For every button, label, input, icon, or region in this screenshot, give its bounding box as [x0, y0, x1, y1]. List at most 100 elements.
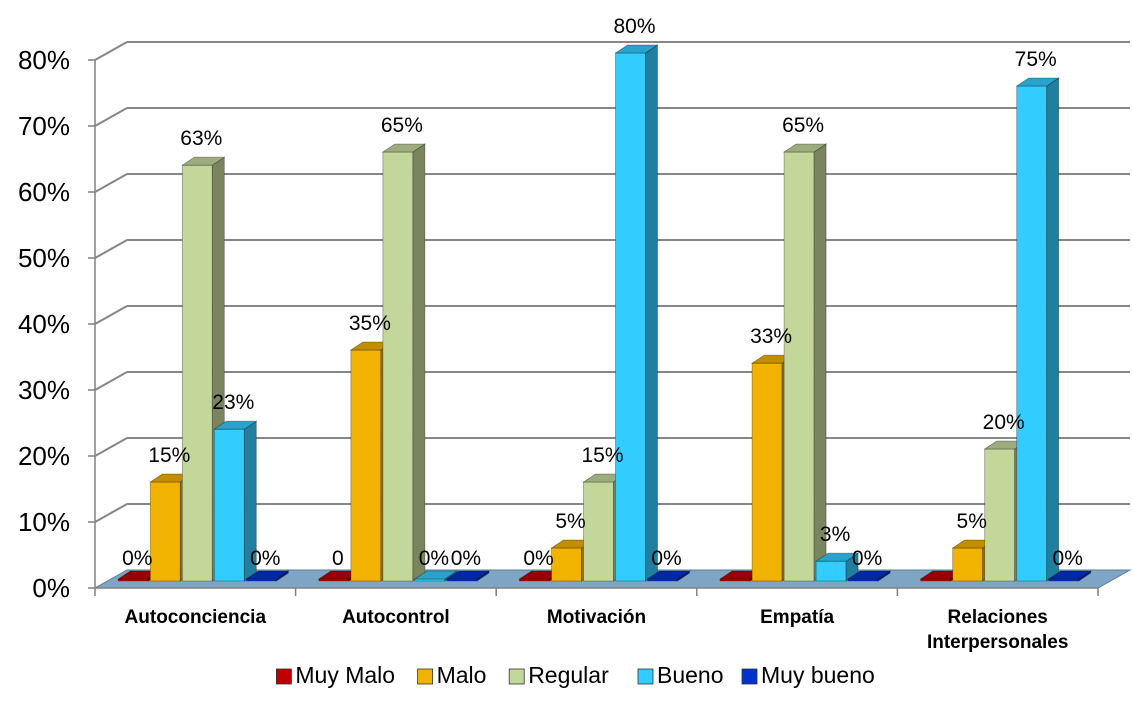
bar-top	[614, 44, 659, 54]
data-label: 80%	[613, 15, 655, 38]
legend-label: Muy bueno	[761, 662, 875, 688]
legend-swatch	[508, 668, 525, 685]
y-tick-label: 0%	[32, 573, 70, 603]
legend-label: Bueno	[657, 662, 724, 688]
legend-item: Malo	[417, 662, 487, 688]
bar-top	[212, 420, 258, 430]
gridline-diag	[94, 437, 128, 457]
data-label: 0%	[419, 547, 449, 570]
data-label: 5%	[957, 510, 987, 533]
data-label: 20%	[983, 411, 1025, 434]
bar-bueno	[1015, 77, 1061, 582]
data-label: 33%	[750, 325, 792, 348]
y-tick-label: 30%	[18, 375, 70, 405]
bar-side	[813, 143, 827, 582]
bar-regular	[782, 143, 828, 582]
data-label: 0%	[122, 547, 152, 570]
bar-front	[615, 52, 646, 582]
gridline-diag	[94, 503, 128, 523]
bar-top	[814, 552, 860, 562]
gridline-diag	[94, 305, 128, 325]
data-label: 63%	[180, 127, 222, 150]
bar-front	[149, 481, 181, 582]
bar-top	[1047, 570, 1093, 580]
data-label: 23%	[212, 391, 254, 414]
bar-side	[412, 143, 426, 582]
data-labels: 0%15%63%23%0% 035%65%0% 0% 0%5%15%80%0%33%6…	[122, 15, 1083, 570]
gridline-diag	[94, 239, 128, 259]
bar-top	[413, 570, 459, 580]
bar-front	[350, 349, 382, 582]
y-tick-label: 80%	[18, 45, 70, 75]
bar-bueno	[814, 552, 860, 582]
data-label: 0%	[451, 547, 481, 570]
bar-top	[782, 143, 828, 153]
y-tick-label: 20%	[18, 441, 70, 471]
y-tick-label: 50%	[18, 243, 70, 273]
bar-front	[1016, 85, 1048, 582]
data-label: 0%	[1053, 547, 1083, 570]
bar-top	[244, 570, 290, 580]
bar-front	[583, 481, 614, 582]
x-category-label: Interpersonales	[927, 632, 1069, 653]
bar-top	[381, 143, 427, 153]
data-label: 5%	[555, 510, 585, 533]
bar-muy-bueno	[646, 570, 691, 582]
x-category-labels: Autoconciencia Autocontrol Motivación Empat…	[125, 607, 1069, 653]
bar-front	[815, 560, 847, 582]
bar-bueno	[614, 44, 659, 582]
bar-muy-bueno	[1047, 570, 1093, 582]
legend-item: Regular	[508, 662, 609, 688]
bar-muy-bueno	[846, 570, 892, 582]
legend: Muy Malo Malo Regular Bueno Muy bueno	[275, 662, 875, 688]
bars	[116, 44, 1093, 582]
legend-item: Muy Malo	[275, 662, 395, 688]
y-tick-label: 10%	[18, 507, 70, 537]
bar-top	[646, 570, 691, 580]
x-category-label: Relaciones	[948, 607, 1048, 628]
bar-front	[783, 151, 815, 582]
bar-front	[382, 151, 414, 582]
y-tick-label: 40%	[18, 309, 70, 339]
x-category-label: Autoconciencia	[125, 607, 267, 628]
legend-label: Regular	[528, 662, 609, 688]
bar-bueno	[212, 420, 258, 582]
gridline-diag	[94, 41, 128, 61]
y-tick-label: 70%	[18, 111, 70, 141]
legend-swatch	[417, 668, 434, 685]
gridline-diag	[94, 107, 128, 127]
y-tick-labels: 0% 10% 20% 30% 40% 50% 60% 70% 80%	[18, 45, 70, 603]
legend-swatch	[741, 668, 758, 685]
data-label: 15%	[581, 444, 623, 467]
bar-regular	[381, 143, 427, 582]
data-label: 0%	[852, 547, 882, 570]
axes	[88, 59, 1099, 596]
data-label: 0%	[651, 547, 681, 570]
legend-label: Muy Malo	[295, 662, 395, 688]
data-label: 3%	[820, 523, 850, 546]
data-label: 0	[332, 547, 344, 570]
x-category-label: Motivación	[547, 607, 646, 628]
legend-label: Malo	[437, 662, 487, 688]
bar-muy-bueno	[445, 570, 491, 582]
bar-top	[445, 570, 491, 580]
legend-item: Bueno	[637, 662, 724, 688]
bar-top	[180, 156, 226, 166]
data-label: 65%	[381, 114, 423, 137]
bar-front	[751, 362, 783, 582]
data-label: 0%	[523, 547, 553, 570]
y-tick-label: 60%	[18, 177, 70, 207]
bar-muy-bueno	[244, 570, 290, 582]
bar-front	[984, 448, 1016, 582]
data-label: 15%	[148, 444, 190, 467]
legend-swatch	[275, 668, 292, 685]
bar-side	[1046, 77, 1060, 582]
data-label: 0%	[250, 547, 280, 570]
data-label: 65%	[782, 114, 824, 137]
bar-side	[645, 44, 658, 582]
x-category-label: Empatía	[760, 607, 834, 628]
data-label: 75%	[1015, 48, 1057, 71]
data-label: 35%	[349, 312, 391, 335]
legend-item: Muy bueno	[741, 662, 875, 688]
